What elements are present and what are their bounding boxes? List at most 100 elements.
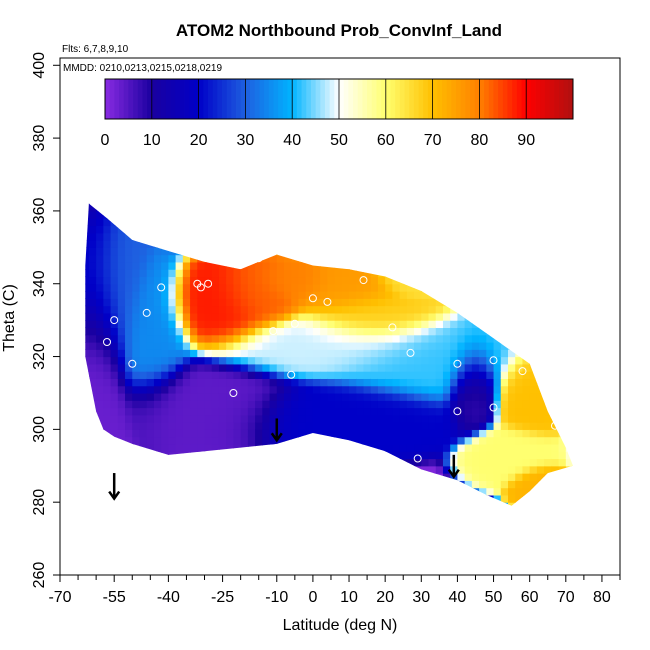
heat-cell	[421, 487, 430, 496]
heat-cell	[399, 210, 408, 219]
heat-cell	[247, 291, 256, 299]
heat-cell	[284, 443, 292, 452]
heat-cell	[370, 218, 379, 227]
heat-cell	[103, 371, 112, 379]
heat-cell	[240, 261, 249, 270]
heat-cell	[428, 371, 437, 379]
heat-cell	[392, 210, 401, 219]
heat-cell	[291, 334, 300, 343]
colorbar-segment	[301, 79, 307, 119]
heat-cell	[255, 334, 263, 343]
heat-cell	[363, 436, 372, 445]
heat-cell	[103, 218, 112, 227]
heat-cell	[529, 305, 538, 314]
heat-cell	[522, 422, 531, 430]
heat-cell	[197, 334, 206, 343]
heat-cell	[284, 480, 292, 489]
heat-cell	[406, 378, 415, 387]
heat-cell	[349, 349, 357, 358]
heat-cell	[508, 218, 516, 227]
heat-cell	[284, 203, 292, 205]
heat-cell	[161, 269, 169, 278]
heat-cell	[442, 203, 451, 212]
heat-cell	[284, 436, 292, 445]
heat-cell	[457, 487, 466, 496]
heat-cell	[515, 494, 524, 503]
heat-cell	[218, 218, 227, 227]
heat-cell	[182, 334, 191, 343]
heat-cell	[522, 312, 531, 321]
heat-cell	[247, 327, 256, 336]
heat-cell	[305, 203, 314, 205]
heat-cell	[363, 247, 372, 256]
heat-cell	[197, 312, 206, 321]
heat-cell	[175, 451, 184, 460]
colorbar-segment	[324, 79, 331, 119]
heat-cell	[226, 436, 235, 445]
heat-cell	[96, 458, 104, 467]
colorbar-segment	[446, 79, 452, 119]
heat-cell	[139, 225, 148, 234]
heat-cell	[255, 429, 263, 438]
heat-cell	[544, 203, 552, 212]
heat-cell	[298, 487, 307, 496]
heat-cell	[363, 356, 372, 365]
heat-cell	[464, 276, 473, 285]
heat-cell	[435, 429, 444, 438]
heat-cell	[471, 371, 480, 379]
heat-cell	[493, 392, 502, 401]
heat-cell	[276, 480, 285, 489]
heat-cell	[269, 422, 278, 430]
heat-cell	[529, 487, 538, 496]
heat-cell	[406, 225, 415, 234]
heat-cell	[85, 494, 90, 503]
colorbar-segment	[540, 79, 546, 119]
heat-cell	[96, 407, 104, 416]
heat-cell	[414, 334, 422, 343]
heat-cell	[312, 494, 321, 503]
heat-cell	[392, 422, 401, 430]
heat-cell	[565, 349, 574, 358]
heat-cell	[442, 291, 451, 299]
heat-cell	[435, 356, 444, 365]
heat-cell	[146, 305, 155, 314]
heat-cell	[132, 385, 141, 394]
heat-cell	[153, 291, 162, 299]
heat-cell	[291, 487, 300, 496]
heat-cell	[320, 487, 328, 496]
heat-cell	[414, 283, 422, 292]
heat-cell	[450, 218, 459, 227]
heat-cell	[486, 349, 495, 358]
heat-cell	[435, 349, 444, 358]
heat-cell	[529, 443, 538, 452]
heat-cell	[161, 356, 169, 365]
heat-cell	[269, 480, 278, 489]
heat-cell	[544, 203, 552, 205]
heat-cell	[385, 240, 393, 248]
heat-cell	[327, 429, 336, 438]
heat-cell	[565, 203, 574, 205]
heat-cell	[110, 218, 119, 227]
heat-cell	[486, 283, 495, 292]
heat-cell	[377, 261, 386, 270]
heat-cell	[392, 283, 401, 292]
heat-cell	[197, 232, 206, 241]
heat-cell	[182, 400, 191, 409]
heat-cell	[334, 349, 343, 358]
heat-cell	[536, 443, 545, 452]
heat-cell	[406, 254, 415, 263]
heat-cell	[132, 429, 141, 438]
heat-cell	[211, 349, 220, 358]
heat-cell	[377, 203, 386, 212]
heat-cell	[370, 378, 379, 387]
heat-cell	[370, 429, 379, 438]
heat-cell	[392, 414, 401, 423]
heat-cell	[153, 232, 162, 241]
heat-cell	[573, 480, 581, 488]
heat-cell	[399, 502, 408, 506]
heat-cell	[522, 349, 531, 358]
heat-cell	[377, 247, 386, 256]
heat-cell	[96, 305, 104, 314]
heat-cell	[146, 349, 155, 358]
heat-cell	[536, 487, 545, 496]
